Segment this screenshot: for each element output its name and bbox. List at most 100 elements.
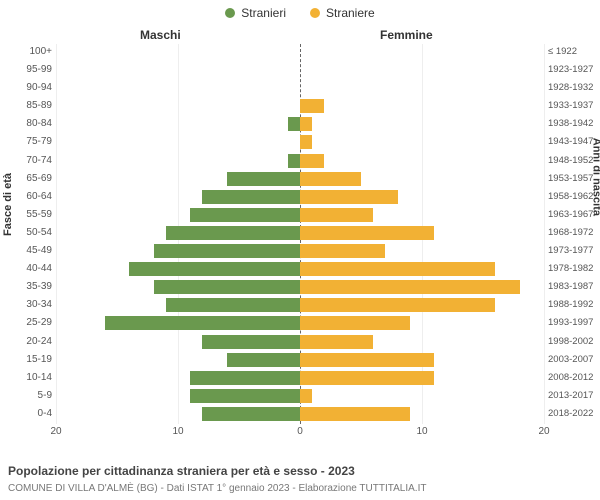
- year-label: 1933-1937: [548, 100, 596, 111]
- year-label: 1923-1927: [548, 64, 596, 75]
- age-row: 5-92013-2017: [56, 388, 544, 406]
- age-label: 25-29: [14, 317, 52, 328]
- x-tick-label: 20: [50, 426, 61, 437]
- age-label: 55-59: [14, 209, 52, 220]
- year-label: 1973-1977: [548, 245, 596, 256]
- bar-female[interactable]: [300, 316, 410, 330]
- bar-female[interactable]: [300, 407, 410, 421]
- bar-male[interactable]: [202, 407, 300, 421]
- age-label: 30-34: [14, 299, 52, 310]
- chart-title: Popolazione per cittadinanza straniera p…: [8, 464, 355, 478]
- age-row: 35-391983-1987: [56, 279, 544, 297]
- year-label: 2013-2017: [548, 390, 596, 401]
- year-label: ≤ 1922: [548, 46, 596, 57]
- age-row: 85-891933-1937: [56, 98, 544, 116]
- legend-swatch-male: [225, 8, 235, 18]
- year-label: 1953-1957: [548, 173, 596, 184]
- bar-female[interactable]: [300, 280, 520, 294]
- bar-male[interactable]: [166, 226, 300, 240]
- bar-female[interactable]: [300, 389, 312, 403]
- column-header-female: Femmine: [380, 28, 433, 42]
- x-axis: 201001020: [56, 426, 544, 446]
- bar-female[interactable]: [300, 99, 324, 113]
- y-axis-left-title: Fasce di età: [2, 173, 14, 236]
- age-row: 65-691953-1957: [56, 171, 544, 189]
- bar-female[interactable]: [300, 154, 324, 168]
- column-header-male: Maschi: [140, 28, 181, 42]
- year-label: 1928-1932: [548, 82, 596, 93]
- age-row: 0-42018-2022: [56, 406, 544, 424]
- bar-male[interactable]: [190, 389, 300, 403]
- bar-female[interactable]: [300, 371, 434, 385]
- bar-female[interactable]: [300, 226, 434, 240]
- x-tick-label: 10: [172, 426, 183, 437]
- bar-male[interactable]: [202, 335, 300, 349]
- year-label: 1988-1992: [548, 299, 596, 310]
- age-label: 45-49: [14, 245, 52, 256]
- age-label: 5-9: [14, 390, 52, 401]
- year-label: 1968-1972: [548, 227, 596, 238]
- rows-container: 100+≤ 192295-991923-192790-941928-193285…: [56, 44, 544, 424]
- bar-male[interactable]: [227, 353, 300, 367]
- bar-female[interactable]: [300, 262, 495, 276]
- year-label: 1983-1987: [548, 281, 596, 292]
- age-row: 20-241998-2002: [56, 334, 544, 352]
- age-row: 40-441978-1982: [56, 261, 544, 279]
- bar-male[interactable]: [154, 280, 300, 294]
- bar-male[interactable]: [202, 190, 300, 204]
- age-row: 70-741948-1952: [56, 153, 544, 171]
- age-label: 15-19: [14, 354, 52, 365]
- bar-male[interactable]: [129, 262, 300, 276]
- age-row: 100+≤ 1922: [56, 44, 544, 62]
- year-label: 1948-1952: [548, 155, 596, 166]
- age-label: 35-39: [14, 281, 52, 292]
- legend-label-male: Stranieri: [241, 6, 286, 20]
- bar-female[interactable]: [300, 335, 373, 349]
- year-label: 2018-2022: [548, 408, 596, 419]
- chart-subtitle: COMUNE DI VILLA D'ALMÈ (BG) - Dati ISTAT…: [8, 483, 426, 494]
- year-label: 1993-1997: [548, 317, 596, 328]
- year-label: 1938-1942: [548, 118, 596, 129]
- bar-female[interactable]: [300, 353, 434, 367]
- age-label: 65-69: [14, 173, 52, 184]
- legend-item-female[interactable]: Straniere: [310, 6, 375, 20]
- bar-female[interactable]: [300, 244, 385, 258]
- year-label: 1998-2002: [548, 336, 596, 347]
- bar-male[interactable]: [227, 172, 300, 186]
- age-label: 40-44: [14, 263, 52, 274]
- bar-male[interactable]: [166, 298, 300, 312]
- bar-female[interactable]: [300, 172, 361, 186]
- age-row: 10-142008-2012: [56, 370, 544, 388]
- age-row: 25-291993-1997: [56, 315, 544, 333]
- bar-male[interactable]: [105, 316, 300, 330]
- age-label: 85-89: [14, 100, 52, 111]
- bar-female[interactable]: [300, 298, 495, 312]
- bar-male[interactable]: [288, 154, 300, 168]
- age-label: 75-79: [14, 136, 52, 147]
- grid-line: [544, 44, 545, 424]
- age-row: 80-841938-1942: [56, 116, 544, 134]
- age-label: 100+: [14, 46, 52, 57]
- bar-male[interactable]: [154, 244, 300, 258]
- year-label: 2008-2012: [548, 372, 596, 383]
- x-tick-label: 0: [297, 426, 303, 437]
- bar-male[interactable]: [190, 371, 300, 385]
- plot-area: 100+≤ 192295-991923-192790-941928-193285…: [56, 44, 544, 444]
- age-row: 30-341988-1992: [56, 297, 544, 315]
- bar-male[interactable]: [288, 117, 300, 131]
- age-label: 70-74: [14, 155, 52, 166]
- age-label: 50-54: [14, 227, 52, 238]
- bar-male[interactable]: [190, 208, 300, 222]
- age-row: 60-641958-1962: [56, 189, 544, 207]
- bar-female[interactable]: [300, 117, 312, 131]
- age-label: 20-24: [14, 336, 52, 347]
- chart-container: Stranieri Straniere Maschi Femmine Fasce…: [0, 0, 600, 500]
- age-label: 10-14: [14, 372, 52, 383]
- bar-female[interactable]: [300, 208, 373, 222]
- legend-item-male[interactable]: Stranieri: [225, 6, 286, 20]
- bar-female[interactable]: [300, 135, 312, 149]
- age-row: 75-791943-1947: [56, 134, 544, 152]
- year-label: 1963-1967: [548, 209, 596, 220]
- bar-female[interactable]: [300, 190, 398, 204]
- age-label: 90-94: [14, 82, 52, 93]
